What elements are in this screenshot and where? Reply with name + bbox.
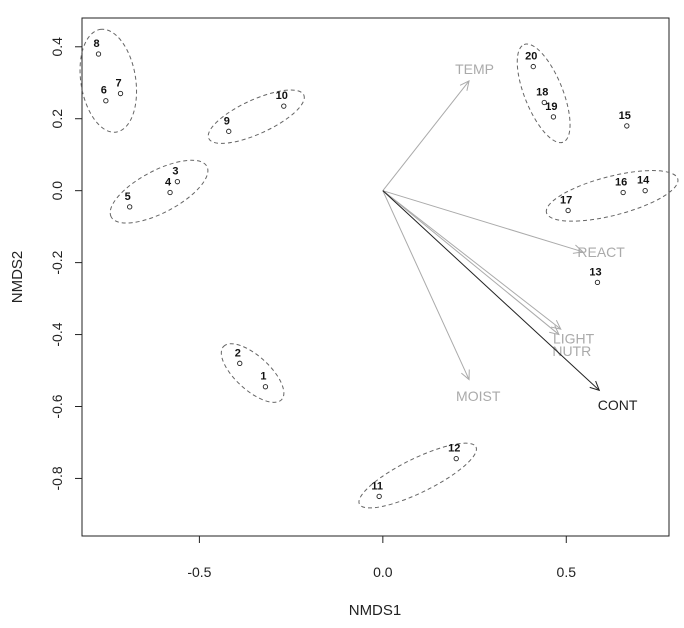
group-hull xyxy=(545,170,679,222)
vector-label: LIGHT xyxy=(553,331,595,347)
group-hull xyxy=(358,442,477,509)
group-hull xyxy=(109,159,209,224)
site-point-label: 12 xyxy=(448,443,460,455)
site-point xyxy=(642,188,648,194)
vector-label: CONT xyxy=(598,397,638,413)
site-point-label: 10 xyxy=(276,90,288,102)
y-axis: 0.4 0.2 0.0 -0.2 -0.4 -0.6 -0.8 xyxy=(49,37,82,491)
vector-label: REACT xyxy=(577,244,625,260)
vector-arrowhead xyxy=(550,319,562,330)
y-tick-label: -0.8 xyxy=(49,466,65,490)
plot-frame xyxy=(81,17,670,537)
y-tick-label: -0.2 xyxy=(49,250,65,274)
y-tick-label: -0.4 xyxy=(49,322,65,346)
site-point-label: 19 xyxy=(545,101,557,113)
site-point xyxy=(117,90,124,97)
vector-arrowhead xyxy=(572,244,584,254)
x-axis: -0.5 0.0 0.5 xyxy=(187,536,576,580)
site-point xyxy=(237,360,243,366)
site-point-label: 14 xyxy=(637,175,650,187)
site-point xyxy=(281,103,287,109)
site-point xyxy=(167,189,173,196)
vector-arrow-cont xyxy=(382,190,600,391)
vector-arrowhead xyxy=(549,325,560,336)
vector-label: NUTR xyxy=(552,343,591,359)
x-tick-label: -0.5 xyxy=(187,564,211,580)
site-point-label: 17 xyxy=(560,194,572,206)
y-tick-label: 0.2 xyxy=(49,109,65,129)
site-point-label: 18 xyxy=(536,87,548,99)
site-point xyxy=(541,99,547,106)
vector-arrow-nutr xyxy=(382,190,560,335)
y-axis-title: NMDS2 xyxy=(9,251,26,304)
y-tick-label: -0.6 xyxy=(49,394,65,418)
group-hull xyxy=(207,89,305,144)
group-hull xyxy=(220,343,285,403)
vector-arrowhead xyxy=(461,369,470,381)
site-point-label: 3 xyxy=(172,166,178,178)
site-point-label: 9 xyxy=(224,115,230,127)
vector-arrow-temp xyxy=(382,80,470,191)
x-tick-label: 0.0 xyxy=(373,564,393,580)
vector-arrowhead xyxy=(459,80,470,91)
x-axis-title: NMDS1 xyxy=(349,602,402,619)
site-point-label: 2 xyxy=(235,347,241,359)
site-point-label: 7 xyxy=(115,78,121,90)
site-point-label: 11 xyxy=(371,480,383,492)
y-tick-label: 0.0 xyxy=(49,181,65,201)
y-tick-label: 0.4 xyxy=(49,37,65,57)
site-point-label: 20 xyxy=(525,51,537,63)
site-point xyxy=(226,128,232,134)
site-point xyxy=(262,384,269,390)
site-point-label: 5 xyxy=(125,191,131,203)
site-point xyxy=(127,204,133,210)
vector-arrowhead xyxy=(589,380,601,392)
site-point-label: 8 xyxy=(93,38,99,50)
vector-label: MOIST xyxy=(456,388,501,404)
site-point-label: 13 xyxy=(589,266,601,278)
group-hull xyxy=(79,28,138,133)
site-point-label: 15 xyxy=(619,110,631,122)
site-point xyxy=(174,179,181,185)
site-point xyxy=(376,493,382,500)
x-tick-label: 0.5 xyxy=(557,564,577,580)
site-point xyxy=(620,189,626,196)
vector-arrow-moist xyxy=(382,190,470,380)
site-point-label: 16 xyxy=(615,176,627,188)
site-point xyxy=(453,456,459,462)
vector-arrow-react xyxy=(382,190,583,253)
site-point xyxy=(95,51,102,57)
site-point xyxy=(530,63,536,70)
site-point-label: 6 xyxy=(101,85,107,97)
site-point xyxy=(624,123,630,129)
vector-label: TEMP xyxy=(455,61,494,77)
site-point xyxy=(594,279,601,286)
site-point xyxy=(565,207,571,214)
site-point xyxy=(550,114,557,120)
site-point-label: 1 xyxy=(260,371,266,383)
site-point-label: 4 xyxy=(165,176,172,188)
vector-arrow-light xyxy=(382,190,562,330)
site-point xyxy=(103,98,109,104)
